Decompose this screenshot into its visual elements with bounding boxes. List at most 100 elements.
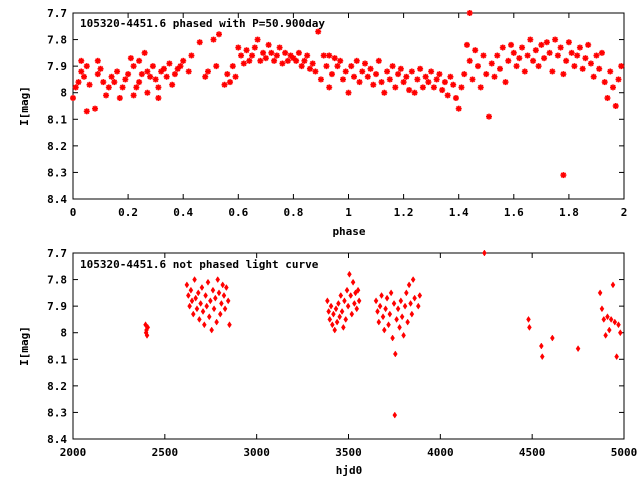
data-point (530, 58, 536, 64)
data-point (216, 277, 220, 283)
data-point (223, 306, 227, 312)
data-point (222, 82, 228, 88)
data-point (434, 76, 440, 82)
data-point (359, 68, 365, 74)
data-point (403, 303, 407, 309)
x-tick-label: 0.8 (283, 206, 303, 219)
data-point (210, 327, 214, 333)
data-point (391, 335, 395, 341)
data-point (226, 298, 230, 304)
data-point (106, 84, 112, 90)
data-point (87, 82, 93, 88)
data-point (497, 66, 503, 72)
data-point (409, 300, 413, 306)
x-tick-label: 2 (621, 206, 628, 219)
data-point (602, 79, 608, 85)
data-point (376, 308, 380, 314)
data-point (414, 76, 420, 82)
data-point (335, 319, 339, 325)
data-point (293, 58, 299, 64)
data-point (418, 293, 422, 299)
x-tick-label: 1.6 (504, 206, 524, 219)
data-point (98, 66, 104, 72)
data-point (527, 37, 533, 43)
data-point (204, 293, 208, 299)
ticks: 2000 2500 3000 3500 4000 4500 5000 7.7 7.8 7.9 8 8.… (47, 247, 637, 459)
data-point (212, 306, 216, 312)
data-point (380, 293, 384, 299)
data-point (458, 84, 464, 90)
data-point (442, 79, 448, 85)
data-point (526, 316, 530, 322)
data-point (522, 68, 528, 74)
data-point (274, 53, 280, 59)
data-point (260, 50, 266, 56)
data-point (396, 306, 400, 312)
data-point (618, 63, 624, 69)
data-point (161, 66, 167, 72)
data-point (533, 47, 539, 53)
data-point (277, 45, 283, 51)
data-point (235, 45, 241, 51)
data-point (142, 50, 148, 56)
data-point (580, 66, 586, 72)
data-point (92, 106, 98, 112)
data-point (368, 66, 374, 72)
data-point (120, 84, 126, 90)
data-point (114, 68, 120, 74)
y-tick-label: 7.9 (47, 300, 67, 313)
data-point (544, 39, 550, 45)
data-point (538, 42, 544, 48)
x-tick-label: 1.2 (394, 206, 414, 219)
data-point (304, 53, 310, 59)
data-point (279, 60, 285, 66)
data-point (339, 293, 343, 299)
data-point (604, 332, 608, 338)
x-tick-label: 0.4 (173, 206, 193, 219)
data-point (600, 306, 604, 312)
x-tick-label: 3500 (335, 446, 362, 459)
data-point (227, 79, 233, 85)
data-point (582, 55, 588, 61)
data-point (514, 63, 520, 69)
data-point (569, 50, 575, 56)
y-tick-label: 8.1 (47, 113, 67, 126)
data-point (413, 295, 417, 301)
x-tick-label: 2000 (60, 446, 87, 459)
data-point (200, 285, 204, 291)
data-point (207, 314, 211, 320)
y-tick-label: 8.1 (47, 353, 67, 366)
data-point (328, 316, 332, 322)
data-point (337, 58, 343, 64)
data-point (403, 74, 409, 80)
data-point (172, 71, 178, 77)
data-point (318, 76, 324, 82)
data-point (384, 68, 390, 74)
data-point (100, 79, 106, 85)
data-point (122, 76, 128, 82)
data-point (238, 53, 244, 59)
x-tick-label: 5000 (611, 446, 638, 459)
data-point (494, 53, 500, 59)
data-point (271, 58, 277, 64)
data-point (344, 316, 348, 322)
data-point (392, 300, 396, 306)
x-tick-label: 2500 (152, 446, 179, 459)
data-point (378, 303, 382, 309)
data-point (139, 71, 145, 77)
data-point (467, 58, 473, 64)
data-point (519, 45, 525, 51)
data-point (351, 279, 355, 285)
data-point (365, 74, 371, 80)
data-point (439, 87, 445, 93)
data-point (188, 303, 192, 309)
y-tick-label: 8.2 (47, 140, 67, 153)
data-point (503, 79, 509, 85)
data-point (147, 74, 153, 80)
data-point (395, 71, 401, 77)
data-point (217, 290, 221, 296)
data-point (596, 66, 602, 72)
y-tick-label: 7.7 (47, 7, 67, 20)
data-point (202, 322, 206, 328)
data-point (464, 42, 470, 48)
